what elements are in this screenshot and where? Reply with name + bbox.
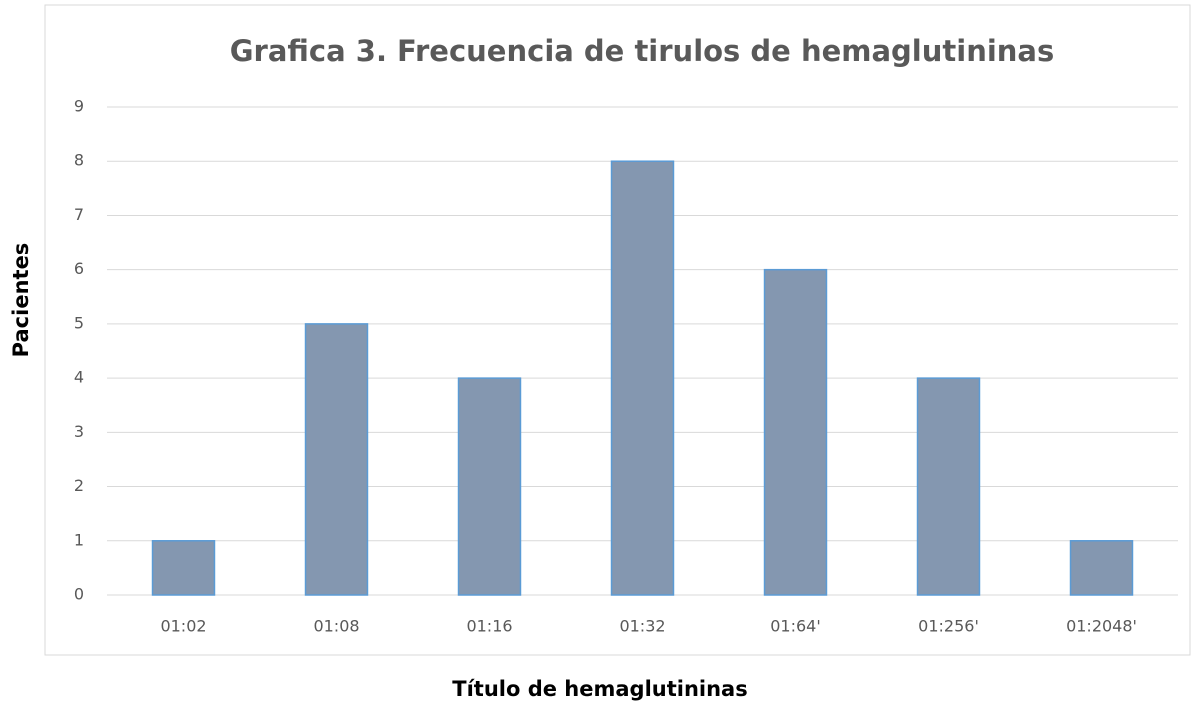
- chart-title: Grafica 3. Frecuencia de tirulos de hema…: [230, 34, 1055, 68]
- bar: [763, 268, 828, 596]
- y-tick-label: 2: [74, 476, 84, 495]
- y-tick-label: 7: [74, 205, 84, 224]
- y-tick-label: 3: [74, 422, 84, 441]
- x-tick-label: 01:256': [918, 617, 979, 636]
- y-tick-label: 1: [74, 530, 84, 549]
- y-tick-label: 6: [74, 259, 84, 278]
- y-tick-label: 0: [74, 585, 84, 604]
- bar: [457, 377, 522, 596]
- x-tick-label: 01:08: [313, 617, 359, 636]
- x-tick-label: 01:2048': [1066, 617, 1137, 636]
- bar: [916, 377, 981, 596]
- x-tick-label: 01:02: [160, 617, 206, 636]
- y-tick-label: 5: [74, 313, 84, 332]
- x-tick-label: 01:32: [619, 617, 665, 636]
- x-axis-label: Título de hemaglutininas: [452, 677, 747, 701]
- y-tick-label: 8: [74, 151, 84, 170]
- y-axis-label: Pacientes: [9, 243, 33, 358]
- x-tick-label: 01:64': [770, 617, 821, 636]
- bar: [304, 323, 369, 596]
- bar: [1069, 540, 1134, 596]
- x-tick-label: 01:16: [466, 617, 512, 636]
- y-tick-label: 4: [74, 368, 84, 387]
- bar: [610, 160, 675, 596]
- bar: [151, 540, 216, 596]
- y-tick-label: 9: [74, 97, 84, 116]
